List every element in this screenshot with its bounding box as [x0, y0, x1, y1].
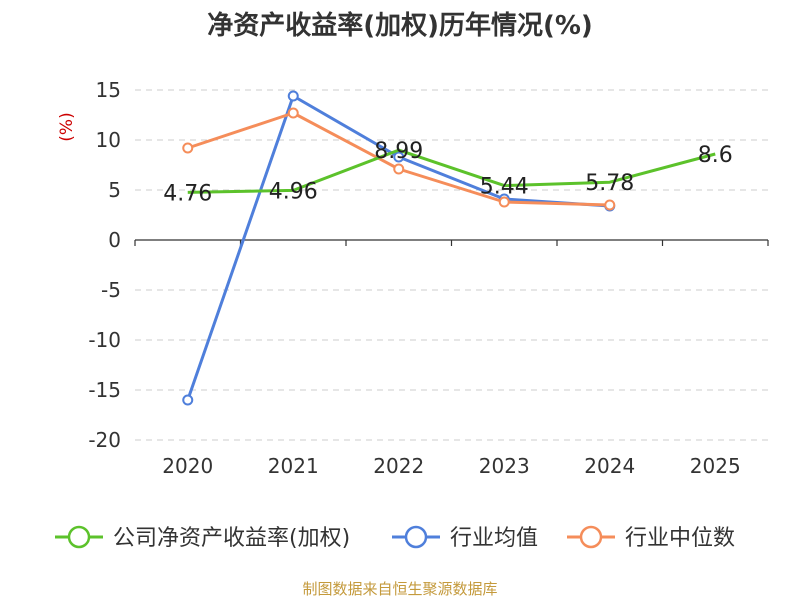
x-tick-label: 2024 — [584, 454, 635, 478]
series-lines — [182, 90, 716, 406]
y-tick-label: -15 — [88, 378, 121, 402]
legend-label: 行业均值 — [450, 526, 538, 551]
legend: 公司净资产收益率(加权) 行业均值 行业中位数 — [55, 525, 735, 551]
y-tick-label: 10 — [96, 128, 121, 152]
data-label: 5.78 — [585, 171, 634, 196]
data-label: 4.76 — [163, 181, 212, 206]
data-label: 5.44 — [480, 175, 529, 200]
legend-label: 行业中位数 — [625, 526, 735, 551]
x-tick-label: 2021 — [268, 454, 319, 478]
data-point — [604, 199, 616, 211]
y-tick-label: -5 — [101, 278, 121, 302]
data-labels: 4.76 4.96 8.99 5.44 5.78 8.6 — [163, 139, 732, 206]
legend-item-2: 行业中位数 — [567, 525, 735, 551]
axes: 15 10 5 0 -5 -10 -15 -20 2020 2021 2022 2023 2024 202… — [88, 78, 769, 478]
y-tick-label: -20 — [88, 428, 121, 452]
data-label: 4.96 — [269, 179, 318, 204]
legend-marker — [67, 525, 91, 549]
source-note: 制图数据来自恒生聚源数据库 — [302, 580, 497, 598]
x-tick-label: 2023 — [479, 454, 530, 478]
data-point — [393, 163, 405, 175]
data-label: 8.6 — [698, 143, 733, 168]
legend-item-0: 公司净资产收益率(加权) — [55, 525, 350, 551]
y-tick-label: 15 — [96, 78, 121, 102]
chart-title: 净资产收益率(加权)历年情况(%) — [207, 10, 593, 41]
series-0 — [187, 148, 716, 194]
legend-marker — [404, 525, 428, 549]
gridlines — [135, 89, 768, 441]
x-tick-label: 2025 — [690, 454, 741, 478]
data-point — [182, 142, 194, 154]
x-tick-label: 2022 — [373, 454, 424, 478]
series-line — [187, 148, 716, 194]
series-2 — [182, 107, 616, 211]
legend-label: 公司净资产收益率(加权) — [113, 526, 350, 551]
y-axis-unit-label: (%) — [57, 112, 77, 141]
data-point — [393, 151, 405, 163]
data-point — [498, 196, 510, 208]
data-label: 8.99 — [374, 139, 423, 164]
legend-item-1: 行业均值 — [392, 525, 538, 551]
data-point — [182, 394, 194, 406]
y-tick-label: -10 — [88, 328, 121, 352]
data-point — [287, 90, 299, 102]
x-tick-label: 2020 — [162, 454, 213, 478]
data-point — [287, 107, 299, 119]
y-tick-label: 0 — [108, 228, 121, 252]
legend-marker — [579, 525, 603, 549]
y-tick-label: 5 — [108, 178, 121, 202]
